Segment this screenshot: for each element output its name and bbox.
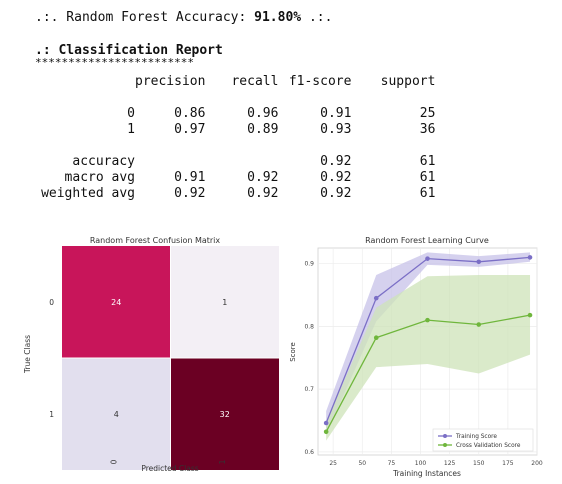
cell-support: 61 bbox=[419, 170, 436, 185]
lc-ticks: 25 50 75 100 125 150 175 200 0.6 0.7 0.8 0.9 bbox=[304, 261, 542, 467]
cm-ylabel: True Class bbox=[23, 335, 32, 374]
legend-box bbox=[432, 428, 534, 452]
row-label: 1 bbox=[127, 122, 135, 137]
lc-lines bbox=[323, 255, 533, 435]
accuracy-line: .:. Random Forest Accuracy: 91.80% .:. bbox=[35, 10, 332, 25]
lc-xtick-label: 100 bbox=[415, 460, 427, 467]
cm-cell-value: 1 bbox=[222, 298, 227, 307]
report-row-class-1: 1 0.97 0.89 0.93 36 bbox=[35, 122, 435, 138]
lc-ytick-label: 0.6 bbox=[304, 449, 314, 456]
legend-label: Cross Validation Score bbox=[456, 443, 521, 449]
cell-precision bbox=[135, 154, 205, 170]
report-title: .: Classification Report bbox=[35, 43, 223, 58]
report-underline: ************************ bbox=[35, 56, 194, 69]
report-row-weighted-avg: weighted avg 0.92 0.92 0.92 61 bbox=[35, 186, 435, 202]
report-header-row: precision recall f1-score support bbox=[35, 74, 435, 90]
lc-xtick-label: 200 bbox=[531, 460, 543, 467]
row-label: macro avg bbox=[64, 170, 135, 185]
header-precision: precision bbox=[135, 74, 206, 89]
header-f1-score: f1-score bbox=[288, 74, 352, 89]
cm-ytick-label: 0 bbox=[49, 298, 54, 307]
report-row-class-0: 0 0.86 0.96 0.91 25 bbox=[35, 106, 435, 122]
cell-f1: 0.91 bbox=[320, 106, 352, 121]
lc-ytick-label: 0.7 bbox=[304, 386, 314, 393]
cell-precision: 0.97 bbox=[174, 122, 206, 137]
accuracy-value: 91.80% bbox=[254, 10, 302, 25]
cell-recall: 0.96 bbox=[247, 106, 279, 121]
classification-report-table: precision recall f1-score support 0 0.86… bbox=[35, 74, 435, 202]
legend-label: Training Score bbox=[455, 434, 497, 440]
cell-precision: 0.91 bbox=[174, 170, 206, 185]
cell-recall: 0.92 bbox=[247, 186, 279, 201]
accuracy-prefix: .:. Random Forest Accuracy: bbox=[35, 10, 255, 25]
lc-xtick-label: 75 bbox=[388, 460, 396, 467]
row-label: 0 bbox=[127, 106, 135, 121]
lc-ylabel: Score bbox=[289, 342, 297, 362]
lc-band-1 bbox=[326, 274, 531, 441]
lc-point bbox=[373, 335, 379, 340]
learning-curve-chart: Random Forest Learning Curve 25 50 75 100 12… bbox=[289, 236, 543, 478]
cell-recall: 0.89 bbox=[247, 122, 279, 137]
cm-cells: 24 1 4 32 bbox=[62, 246, 279, 470]
lc-xtick-label: 25 bbox=[329, 460, 337, 467]
lc-ytick-label: 0.8 bbox=[304, 323, 314, 330]
cell-support: 36 bbox=[419, 122, 436, 137]
cm-cell-1-0 bbox=[62, 358, 171, 470]
report-row-macro-avg: macro avg 0.91 0.92 0.92 61 bbox=[35, 170, 436, 186]
cm-cell-value: 32 bbox=[220, 410, 230, 419]
cm-xlabel: Predicted Class bbox=[141, 464, 198, 473]
cm-title: Random Forest Confusion Matrix bbox=[90, 236, 221, 245]
cm-cell-value: 24 bbox=[111, 298, 121, 307]
lc-point bbox=[527, 255, 533, 260]
cell-support: 61 bbox=[419, 154, 436, 169]
lc-point bbox=[323, 420, 329, 426]
lc-point bbox=[425, 317, 430, 323]
confusion-matrix-chart: Random Forest Confusion Matrix 24 1 4 32 Tr… bbox=[23, 236, 279, 473]
lc-legend: Training Score Cross Validation Score bbox=[432, 428, 534, 452]
cell-f1: 0.92 bbox=[320, 154, 352, 169]
header-recall: recall bbox=[231, 74, 279, 89]
legend-marker bbox=[443, 434, 447, 438]
cell-precision: 0.86 bbox=[174, 106, 206, 121]
report-header-blank bbox=[35, 74, 135, 90]
cm-cell-0-1 bbox=[170, 246, 279, 358]
lc-point bbox=[373, 295, 379, 301]
cm-ytick-label: 1 bbox=[49, 410, 54, 419]
row-label: weighted avg bbox=[41, 186, 135, 201]
header-support: support bbox=[380, 74, 436, 89]
report-row-accuracy: accuracy 0.92 61 bbox=[35, 154, 435, 170]
cm-xtick-label: 0 bbox=[109, 459, 118, 464]
lc-point bbox=[527, 312, 533, 318]
cm-cell-1-1 bbox=[170, 358, 279, 470]
lc-xtick-label: 150 bbox=[473, 460, 485, 467]
cell-f1: 0.92 bbox=[320, 170, 352, 185]
cm-cell-0-0 bbox=[62, 246, 171, 358]
lc-point bbox=[476, 259, 482, 265]
cm-xtick-label: 1 bbox=[218, 459, 227, 464]
lc-title: Random Forest Learning Curve bbox=[365, 236, 489, 245]
cm-cell-value: 4 bbox=[114, 410, 119, 419]
row-label: accuracy bbox=[72, 154, 135, 169]
lc-point bbox=[323, 429, 329, 435]
cell-recall: 0.92 bbox=[247, 170, 279, 185]
cell-precision: 0.92 bbox=[174, 186, 206, 201]
lc-xlabel: Training Instances bbox=[392, 469, 461, 478]
lc-ytick-label: 0.9 bbox=[304, 261, 314, 268]
cell-f1: 0.92 bbox=[320, 186, 352, 201]
lc-point bbox=[425, 256, 430, 261]
lc-point bbox=[476, 322, 482, 327]
cell-recall bbox=[205, 154, 278, 170]
cell-support: 61 bbox=[419, 186, 436, 201]
legend-marker bbox=[443, 443, 447, 447]
cell-f1: 0.93 bbox=[320, 122, 352, 137]
lc-xtick-label: 50 bbox=[358, 460, 366, 467]
cell-support: 25 bbox=[419, 106, 436, 121]
lc-xtick-label: 175 bbox=[502, 460, 514, 467]
accuracy-suffix: .:. bbox=[301, 10, 333, 25]
lc-xtick-label: 125 bbox=[444, 460, 456, 467]
